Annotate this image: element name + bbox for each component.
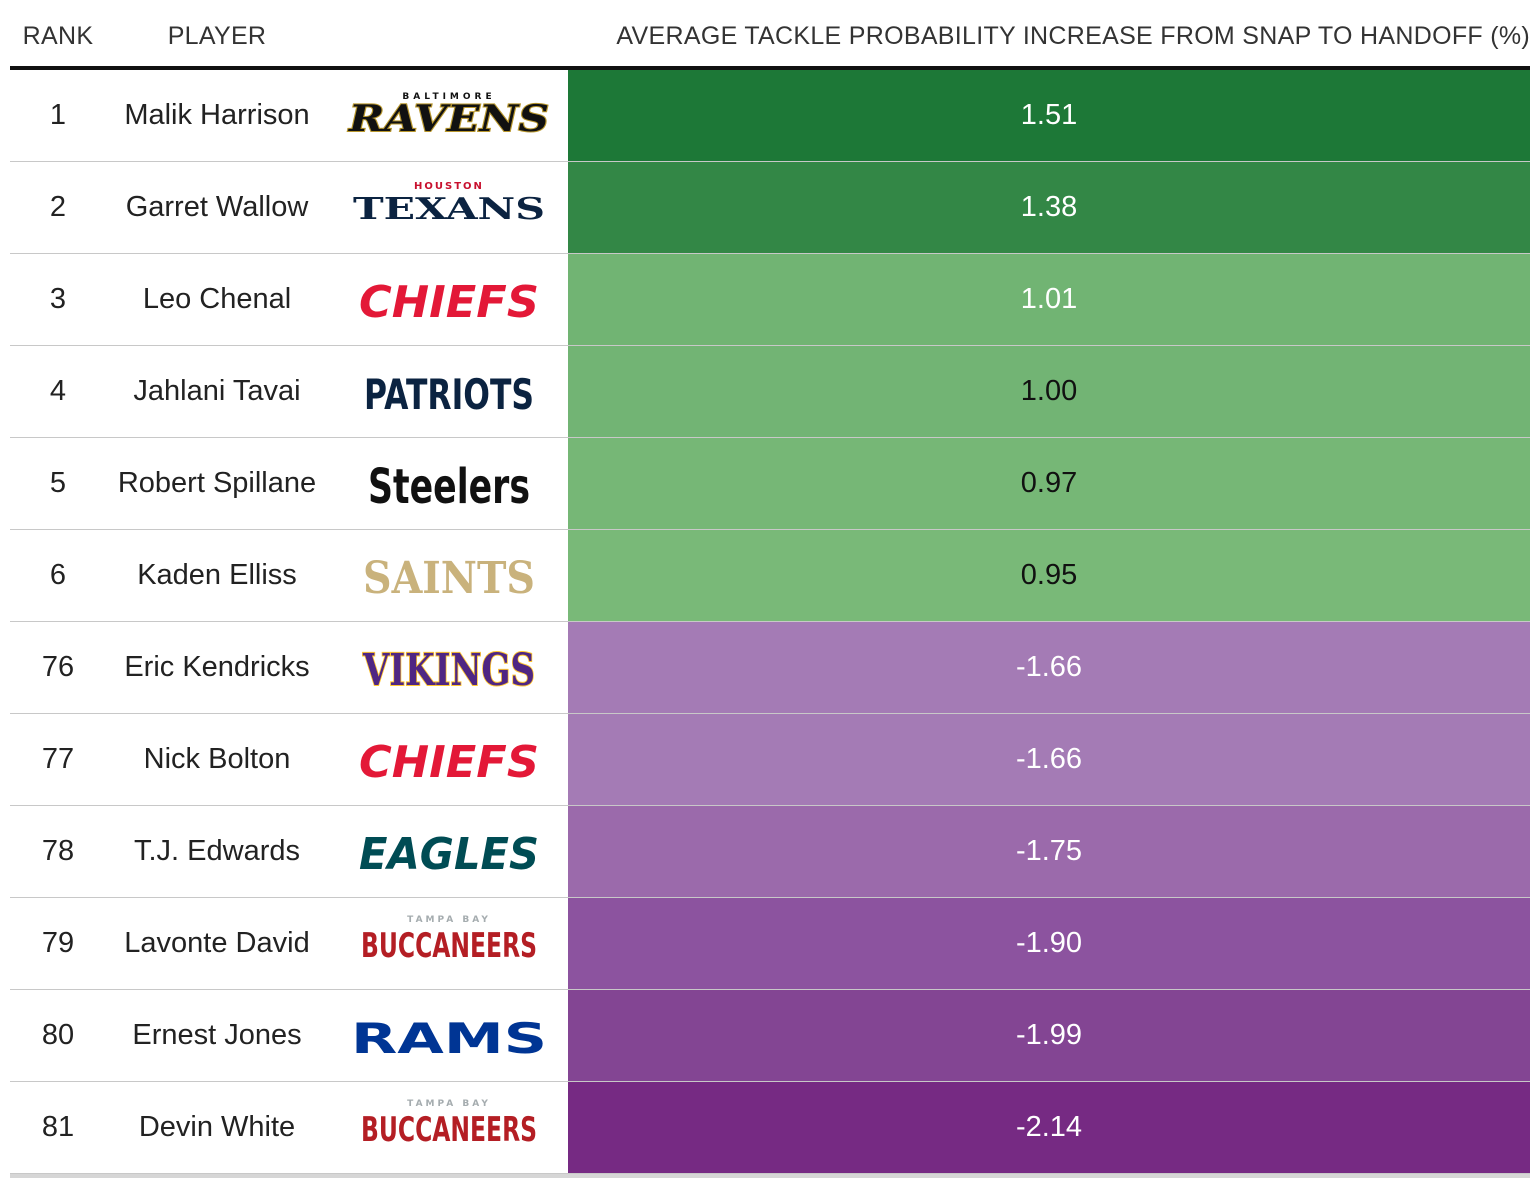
rank-cell: 76 bbox=[41, 651, 75, 683]
row-divider bbox=[10, 1173, 1530, 1174]
player-name: Kaden Elliss bbox=[137, 559, 297, 591]
column-header-player: PLAYER bbox=[167, 22, 267, 50]
svg-text:BUCCANEERS: BUCCANEERS bbox=[361, 1110, 537, 1150]
row-divider bbox=[10, 161, 1530, 162]
svg-text:TAMPA BAY: TAMPA BAY bbox=[407, 915, 491, 925]
svg-text:TEXANS: TEXANS bbox=[353, 192, 545, 227]
player-name: Garret Wallow bbox=[125, 191, 309, 223]
svg-text:SAINTS: SAINTS bbox=[363, 553, 535, 604]
player-name: T.J. Edwards bbox=[134, 835, 300, 867]
value-cell: -1.90 bbox=[568, 898, 1530, 989]
svg-text:RAMS: RAMS bbox=[351, 1014, 547, 1063]
svg-text:BALTIMORE: BALTIMORE bbox=[402, 92, 495, 102]
player-name: Robert Spillane bbox=[117, 467, 317, 499]
row-divider bbox=[10, 805, 1530, 806]
table-row: 78 T.J. Edwards EAGLES -1.75 bbox=[10, 806, 1530, 898]
svg-text:CHIEFS: CHIEFS bbox=[359, 737, 539, 788]
header-divider bbox=[10, 66, 1530, 70]
svg-text:VIKINGS: VIKINGS bbox=[362, 645, 535, 696]
team-logo-ravens: BALTIMORE RAVENS bbox=[340, 70, 558, 161]
table-body: 1 Malik Harrison BALTIMORE RAVENS 1.51 2 Garre… bbox=[10, 70, 1530, 1174]
value-cell: -1.66 bbox=[568, 714, 1530, 805]
value-cell: -1.75 bbox=[568, 806, 1530, 897]
table-header: RANK PLAYER AVERAGE TACKLE PROBABILITY I… bbox=[10, 0, 1530, 66]
rank-cell: 1 bbox=[49, 99, 67, 131]
rank-cell: 3 bbox=[49, 283, 67, 315]
player-name: Leo Chenal bbox=[142, 283, 292, 315]
team-logo-chiefs: CHIEFS bbox=[340, 254, 558, 345]
table-row: 2 Garret Wallow HOUSTON TEXANS 1.38 bbox=[10, 162, 1530, 254]
svg-text:BUCCANEERS: BUCCANEERS bbox=[361, 926, 537, 966]
row-divider bbox=[10, 1081, 1530, 1082]
row-divider bbox=[10, 713, 1530, 714]
rank-cell: 2 bbox=[49, 191, 67, 223]
value-cell: 0.95 bbox=[568, 530, 1530, 621]
svg-text:RAVENS: RAVENS bbox=[348, 98, 549, 140]
table-row: 4 Jahlani Tavai PATRIOTS 1.00 bbox=[10, 346, 1530, 438]
team-logo-steelers: Steelers bbox=[340, 438, 558, 529]
rank-cell: 5 bbox=[49, 467, 67, 499]
value-cell: 1.51 bbox=[568, 70, 1530, 161]
value-cell: -1.66 bbox=[568, 622, 1530, 713]
row-divider bbox=[10, 437, 1530, 438]
row-divider bbox=[10, 345, 1530, 346]
team-logo-buccaneers: TAMPA BAY BUCCANEERS bbox=[340, 1082, 558, 1173]
team-logo-vikings: VIKINGS bbox=[340, 622, 558, 713]
value-cell: 1.01 bbox=[568, 254, 1530, 345]
player-name: Jahlani Tavai bbox=[133, 375, 301, 407]
player-name: Nick Bolton bbox=[143, 743, 291, 775]
table-row: 5 Robert Spillane Steelers 0.97 bbox=[10, 438, 1530, 530]
table-row: 3 Leo Chenal CHIEFS 1.01 bbox=[10, 254, 1530, 346]
player-name: Eric Kendricks bbox=[124, 651, 310, 683]
team-logo-saints: SAINTS bbox=[340, 530, 558, 621]
rank-cell: 6 bbox=[49, 559, 67, 591]
rank-cell: 81 bbox=[41, 1111, 75, 1143]
value-cell: 1.38 bbox=[568, 162, 1530, 253]
svg-text:HOUSTON: HOUSTON bbox=[414, 181, 484, 192]
svg-text:TAMPA BAY: TAMPA BAY bbox=[407, 1099, 491, 1109]
row-divider bbox=[10, 529, 1530, 530]
row-divider bbox=[10, 989, 1530, 990]
leaderboard-table: RANK PLAYER AVERAGE TACKLE PROBABILITY I… bbox=[10, 0, 1530, 1178]
table-row: 77 Nick Bolton CHIEFS -1.66 bbox=[10, 714, 1530, 806]
value-cell: 0.97 bbox=[568, 438, 1530, 529]
team-logo-rams: RAMS bbox=[340, 990, 558, 1081]
column-header-rank: RANK bbox=[22, 22, 94, 50]
rank-cell: 4 bbox=[49, 375, 67, 407]
player-name: Devin White bbox=[138, 1111, 296, 1143]
player-name: Lavonte David bbox=[124, 927, 310, 959]
table-row: 1 Malik Harrison BALTIMORE RAVENS 1.51 bbox=[10, 70, 1530, 162]
table-row: 79 Lavonte David TAMPA BAY BUCCANEERS -1.90 bbox=[10, 898, 1530, 990]
column-header-value: AVERAGE TACKLE PROBABILITY INCREASE FROM… bbox=[616, 22, 1530, 50]
team-logo-texans: HOUSTON TEXANS bbox=[340, 162, 558, 253]
team-logo-patriots: PATRIOTS bbox=[340, 346, 558, 437]
row-divider bbox=[10, 897, 1530, 898]
svg-text:CHIEFS: CHIEFS bbox=[359, 277, 539, 328]
table-bottom-border bbox=[10, 1174, 1530, 1178]
table-row: 80 Ernest Jones RAMS -1.99 bbox=[10, 990, 1530, 1082]
row-divider bbox=[10, 621, 1530, 622]
rank-cell: 77 bbox=[41, 743, 75, 775]
team-logo-buccaneers: TAMPA BAY BUCCANEERS bbox=[340, 898, 558, 989]
table-row: 76 Eric Kendricks VIKINGS -1.66 bbox=[10, 622, 1530, 714]
svg-text:PATRIOTS: PATRIOTS bbox=[364, 370, 534, 419]
row-divider bbox=[10, 253, 1530, 254]
rank-cell: 80 bbox=[41, 1019, 75, 1051]
rank-cell: 78 bbox=[41, 835, 75, 867]
svg-text:EAGLES: EAGLES bbox=[359, 829, 539, 880]
rank-cell: 79 bbox=[41, 927, 75, 959]
value-cell: -1.99 bbox=[568, 990, 1530, 1081]
table-row: 6 Kaden Elliss SAINTS 0.95 bbox=[10, 530, 1530, 622]
value-cell: 1.00 bbox=[568, 346, 1530, 437]
player-name: Ernest Jones bbox=[132, 1019, 302, 1051]
player-name: Malik Harrison bbox=[124, 99, 310, 131]
team-logo-eagles: EAGLES bbox=[340, 806, 558, 897]
svg-text:Steelers: Steelers bbox=[368, 459, 530, 515]
table-row: 81 Devin White TAMPA BAY BUCCANEERS -2.14 bbox=[10, 1082, 1530, 1174]
team-logo-chiefs: CHIEFS bbox=[340, 714, 558, 805]
value-cell: -2.14 bbox=[568, 1082, 1530, 1173]
